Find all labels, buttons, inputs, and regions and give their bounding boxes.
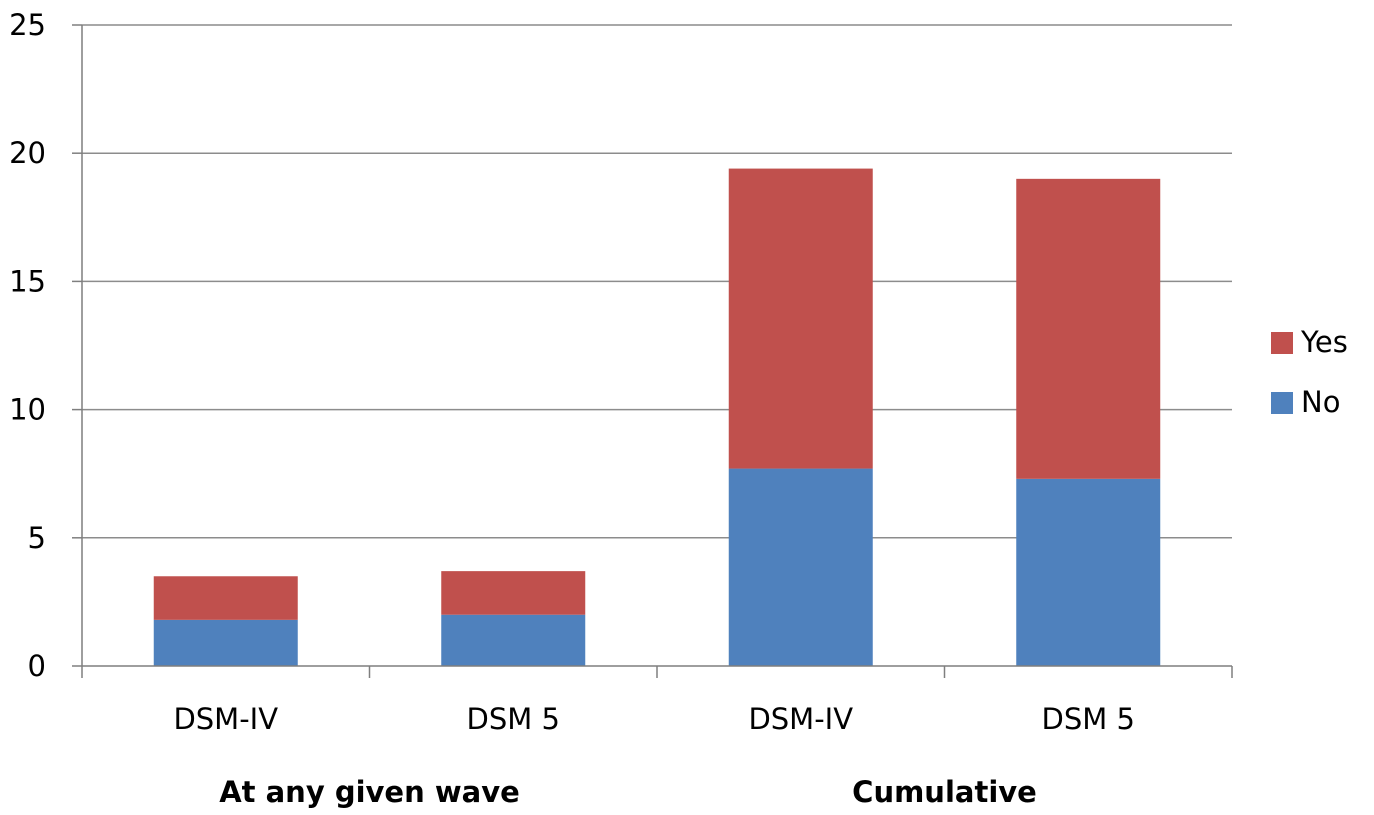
legend-swatch-yes (1271, 332, 1293, 354)
legend-label-no: No (1301, 385, 1340, 419)
y-tick-label: 5 (28, 521, 46, 555)
x-category-label: DSM-IV (173, 702, 278, 736)
labels: 0 5 10 15 20 25 DSM-IV DSM 5 DSM-IV DSM 5 At any g… (9, 8, 1135, 809)
y-tick-label: 10 (9, 393, 46, 427)
axes (72, 24, 1233, 678)
x-group-label: At any given wave (219, 775, 520, 809)
y-tick-label: 20 (9, 136, 46, 170)
bar-yes-2 (728, 168, 873, 469)
legend-label-yes: Yes (1300, 325, 1348, 359)
x-category-label: DSM 5 (1042, 702, 1135, 736)
x-group-label: Cumulative (852, 775, 1037, 809)
legend: Yes No (1271, 325, 1348, 419)
x-category-label: DSM-IV (748, 702, 853, 736)
bar-no-3 (1016, 478, 1161, 666)
bar-no-2 (728, 468, 873, 666)
legend-swatch-no (1271, 392, 1293, 414)
x-category-label: DSM 5 (467, 702, 560, 736)
bar-yes-1 (441, 571, 586, 615)
y-tick-label: 25 (9, 8, 46, 42)
bar-yes-0 (153, 576, 298, 620)
bar-no-1 (441, 614, 586, 666)
bar-yes-3 (1016, 178, 1161, 479)
bar-no-0 (153, 619, 298, 666)
bars (153, 168, 1161, 666)
y-tick-label: 0 (28, 649, 46, 683)
y-tick-label: 15 (9, 264, 46, 298)
